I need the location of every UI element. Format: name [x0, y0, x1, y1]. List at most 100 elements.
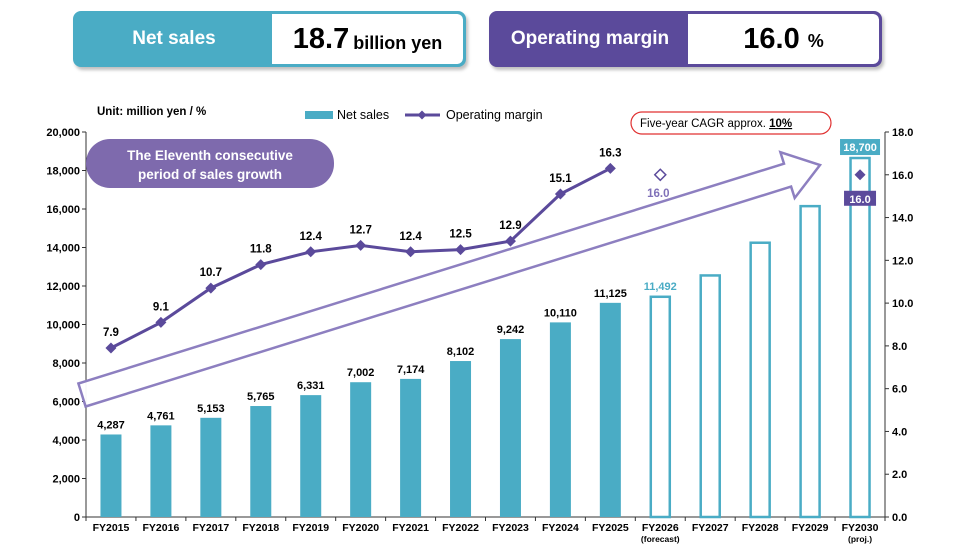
legend-label-operating-margin: Operating margin [446, 108, 543, 122]
right-y-tick-label: 0.0 [892, 512, 907, 524]
net-sales-bar [450, 361, 472, 517]
operating-margin-value-label: 16.0 [647, 188, 669, 200]
operating-margin-marker [355, 239, 367, 251]
right-y-tick-label: 14.0 [892, 213, 913, 225]
legend-swatch-net-sales [305, 111, 333, 119]
net-sales-bar [250, 406, 272, 517]
net-sales-bar [599, 302, 621, 517]
cagr-callout-prefix: Five-year CAGR approx. [640, 118, 769, 130]
net-sales-kpi-panel: Net sales 18.7 billion yen [73, 11, 466, 67]
operating-margin-value-label: 16.0 [849, 194, 870, 206]
growth-badge-text-line2: period of sales growth [138, 167, 282, 182]
operating-margin-target-label-box [844, 190, 877, 206]
x-tick-label: FY2023 [492, 522, 529, 534]
x-tick-sublabel: (forecast) [641, 534, 680, 544]
cagr-callout-text: Five-year CAGR approx. 10% [640, 118, 792, 130]
operating-margin-marker [554, 188, 566, 200]
net-sales-bar [549, 322, 571, 517]
operating-margin-value-label: 9.1 [153, 301, 170, 313]
net-sales-bar-outline [799, 204, 821, 519]
x-tick-label: FY2025 [592, 522, 629, 534]
net-sales-target-label-box [840, 139, 881, 156]
operating-margin-value-label: 7.9 [103, 327, 119, 339]
left-y-tick-label: 8,000 [52, 358, 80, 370]
operating-margin-kpi-value-box: 16.0 % [688, 14, 879, 64]
growth-badge-text-line1: The Eleventh consecutive [127, 148, 293, 163]
right-y-tick-label: 16.0 [892, 170, 913, 182]
x-tick-label: FY2017 [192, 522, 229, 534]
operating-margin-kpi-label: Operating margin [510, 28, 670, 49]
operating-margin-marker [305, 246, 317, 258]
operating-margin-kpi-unit: % [807, 30, 824, 51]
left-y-tick-label: 14,000 [46, 243, 80, 255]
x-tick-label: FY2021 [392, 522, 429, 534]
net-sales-bar-outline [649, 295, 672, 519]
operating-margin-marker [205, 282, 217, 294]
net-sales-bar-outline [849, 156, 871, 519]
net-sales-value-label: 6,331 [297, 380, 325, 392]
net-sales-value-label: 18,700 [843, 142, 877, 154]
net-sales-value-label: 4,761 [147, 410, 175, 422]
left-y-tick-label: 12,000 [46, 281, 80, 293]
operating-margin-kpi-panel: Operating margin 16.0 % [489, 11, 882, 67]
right-y-tick-label: 18.0 [892, 127, 913, 139]
x-tick-label: FY2026 [642, 522, 679, 534]
right-y-tick-label: 6.0 [892, 384, 907, 396]
net-sales-value-label: 5,765 [247, 391, 275, 403]
net-sales-bar [350, 382, 372, 517]
left-y-tick-label: 16,000 [46, 204, 80, 216]
operating-margin-marker [105, 342, 117, 354]
right-y-tick-label: 2.0 [892, 469, 907, 481]
net-sales-value-label: 7,002 [347, 367, 375, 379]
x-tick-label: FY2022 [442, 522, 479, 534]
x-tick-label: FY2018 [242, 522, 279, 534]
x-tick-label: FY2015 [93, 522, 130, 534]
net-sales-kpi-unit: billion yen [353, 32, 443, 53]
net-sales-kpi-value-box: 18.7 billion yen [272, 14, 463, 64]
cagr-callout-value: 10% [769, 118, 792, 130]
operating-margin-value-label: 12.9 [499, 220, 521, 232]
operating-margin-value-label: 15.1 [549, 173, 572, 185]
operating-margin-value-label: 11.8 [250, 244, 272, 256]
x-tick-label: FY2020 [342, 522, 379, 534]
operating-margin-kpi-value: 16.0 [743, 22, 800, 55]
x-tick-label: FY2024 [542, 522, 579, 534]
legend-marker-operating-margin [417, 110, 427, 120]
net-sales-kpi-value: 18.7 [292, 22, 350, 55]
x-tick-label: FY2028 [742, 522, 779, 534]
left-y-tick-label: 20,000 [46, 127, 80, 139]
right-y-tick-label: 12.0 [892, 255, 913, 267]
left-y-tick-label: 0 [74, 512, 80, 524]
net-sales-value-label: 11,492 [644, 281, 677, 293]
legend-label-net-sales: Net sales [337, 108, 389, 122]
operating-margin-marker [155, 316, 167, 328]
operating-margin-marker [504, 235, 516, 247]
right-y-tick-label: 10.0 [892, 298, 913, 310]
left-y-tick-label: 4,000 [52, 435, 80, 447]
net-sales-value-label: 5,153 [197, 403, 225, 415]
right-y-tick-label: 4.0 [892, 426, 907, 438]
operating-margin-target-marker [854, 169, 866, 181]
operating-margin-forecast-marker [653, 168, 667, 182]
net-sales-value-label: 8,102 [447, 346, 475, 358]
operating-margin-marker [455, 244, 467, 256]
operating-margin-value-label: 16.3 [599, 147, 621, 159]
net-sales-bar [200, 417, 222, 517]
operating-margin-value-label: 12.7 [349, 224, 371, 236]
net-sales-value-label: 11,125 [594, 288, 627, 300]
net-sales-bar [100, 434, 122, 517]
operating-margin-value-label: 12.4 [300, 231, 323, 243]
net-sales-bar [300, 395, 322, 517]
growth-arrow [76, 150, 823, 409]
operating-margin-marker [604, 162, 616, 174]
left-y-tick-label: 10,000 [46, 320, 80, 332]
x-tick-label: FY2019 [292, 522, 329, 534]
unit-label: Unit: million yen / % [97, 106, 206, 118]
x-tick-label: FY2027 [692, 522, 729, 534]
net-sales-value-label: 4,287 [97, 419, 125, 431]
operating-margin-marker [255, 259, 267, 271]
net-sales-value-label: 7,174 [397, 364, 425, 376]
x-tick-label: FY2029 [792, 522, 829, 534]
operating-margin-value-label: 12.5 [449, 229, 472, 241]
operating-margin-value-label: 10.7 [200, 267, 222, 279]
